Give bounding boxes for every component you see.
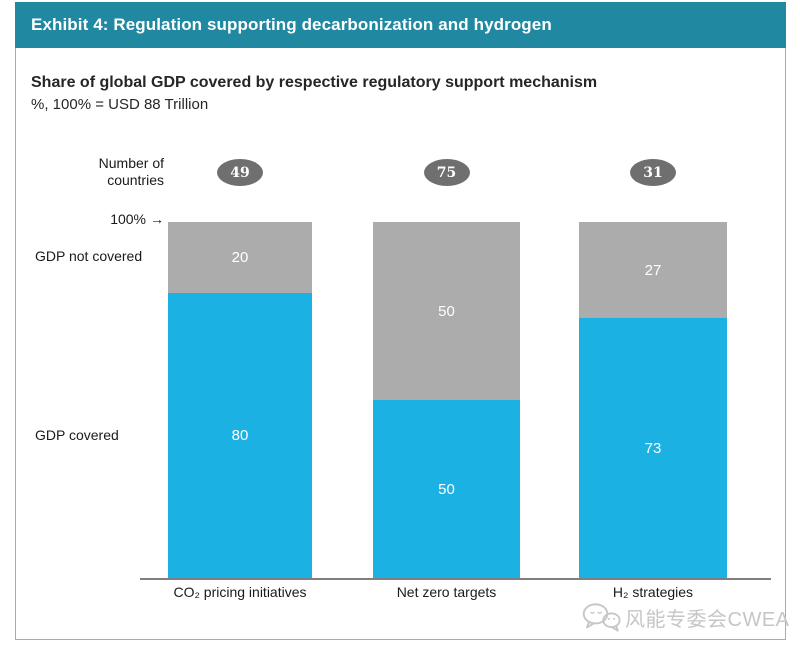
bar-segment-not-covered: 27	[579, 222, 727, 318]
stacked-bar-chart: 49 20 80 CO₂ pricing initiatives 75 50 50 Net z…	[16, 3, 785, 639]
watermark-text: 风能专委会CWEA	[625, 609, 790, 631]
bar-segment-covered: 73	[579, 318, 727, 578]
watermark: 风能专委会CWEA	[581, 602, 790, 633]
gdp-not-covered-label: GDP not covered	[35, 248, 143, 264]
countries-axis-label: Number of countries	[32, 155, 164, 189]
category-label: CO₂ pricing initiatives	[173, 584, 307, 600]
country-count-badge: 31	[630, 159, 676, 186]
bar-value-label: 50	[438, 302, 455, 320]
bar-value-label: 50	[438, 480, 455, 498]
hundred-percent-text: 100%	[110, 211, 146, 227]
category-label: H₂ strategies	[612, 584, 694, 600]
chart-title: Share of global GDP covered by respectiv…	[31, 74, 598, 91]
bar-segment-covered: 50	[373, 400, 520, 578]
bar-segment-covered: 80	[168, 293, 312, 578]
country-count-badge: 49	[217, 159, 263, 186]
exhibit-title: Exhibit 4: Regulation supporting decarbo…	[31, 15, 552, 34]
bar-value-label: 73	[644, 439, 662, 457]
category-label: Net zero targets	[396, 584, 497, 600]
wechat-icon	[582, 603, 621, 632]
exhibit-frame: Exhibit 4: Regulation supporting decarbo…	[15, 2, 789, 640]
hundred-percent-label: 100% →	[32, 211, 164, 227]
x-axis-line	[140, 578, 771, 580]
exhibit-header-bar: Exhibit 4: Regulation supporting decarbo…	[15, 2, 786, 48]
gdp-covered-label: GDP covered	[35, 427, 119, 443]
chart-subtitle: %, 100% = USD 88 Trillion	[31, 96, 209, 113]
bar-value-label: 27	[644, 261, 662, 279]
countries-label-line1: Number of	[98, 155, 164, 171]
bar-segment-not-covered: 50	[373, 222, 520, 400]
countries-label-line2: countries	[107, 172, 164, 188]
bar-value-label: 20	[231, 249, 249, 266]
bar-segment-not-covered: 20	[168, 222, 312, 293]
country-count-badge: 75	[423, 159, 470, 186]
bar-value-label: 80	[231, 427, 249, 444]
right-arrow-icon: →	[150, 211, 164, 227]
